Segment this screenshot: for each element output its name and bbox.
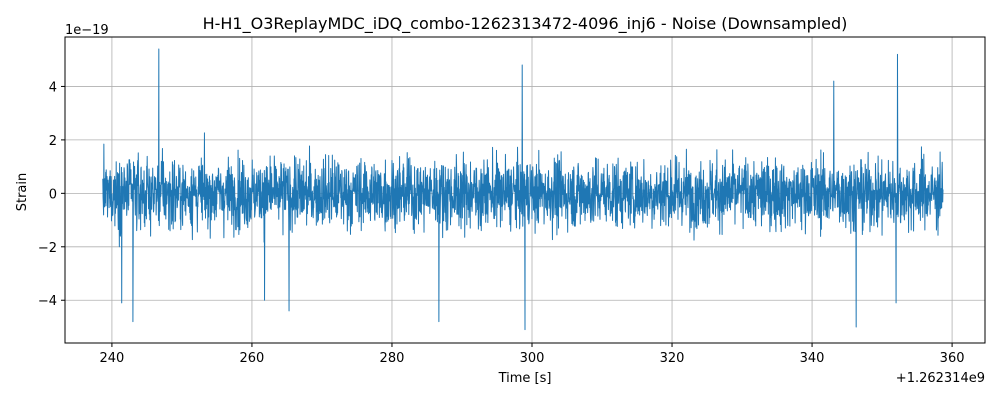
x-tick-label: 340 (800, 351, 825, 366)
x-tick-label: 280 (380, 351, 405, 366)
y-scale-offset: 1e−19 (65, 23, 109, 38)
y-tick-label: −2 (38, 241, 57, 256)
y-axis-label: Strain (15, 173, 30, 212)
chart-title: H-H1_O3ReplayMDC_iDQ_combo-1262313472-40… (203, 14, 848, 34)
y-tick-label: 0 (49, 187, 57, 202)
y-axis: −4 −2 0 2 4 (38, 80, 65, 309)
x-tick-label: 360 (940, 351, 965, 366)
x-axis: 240 260 280 300 320 340 360 (99, 343, 965, 366)
y-tick-label: 4 (49, 80, 57, 95)
y-tick-label: −4 (38, 294, 57, 309)
strain-series-line (102, 48, 944, 331)
x-tick-label: 300 (520, 351, 545, 366)
x-axis-label: Time [s] (498, 371, 552, 386)
plot-area (102, 48, 944, 331)
x-tick-label: 240 (99, 351, 124, 366)
x-tick-label: 260 (240, 351, 265, 366)
y-tick-label: 2 (49, 134, 57, 149)
plot-frame (64, 36, 986, 344)
x-tick-label: 320 (660, 351, 685, 366)
x-axis-offset: +1.262314e9 (896, 371, 985, 386)
